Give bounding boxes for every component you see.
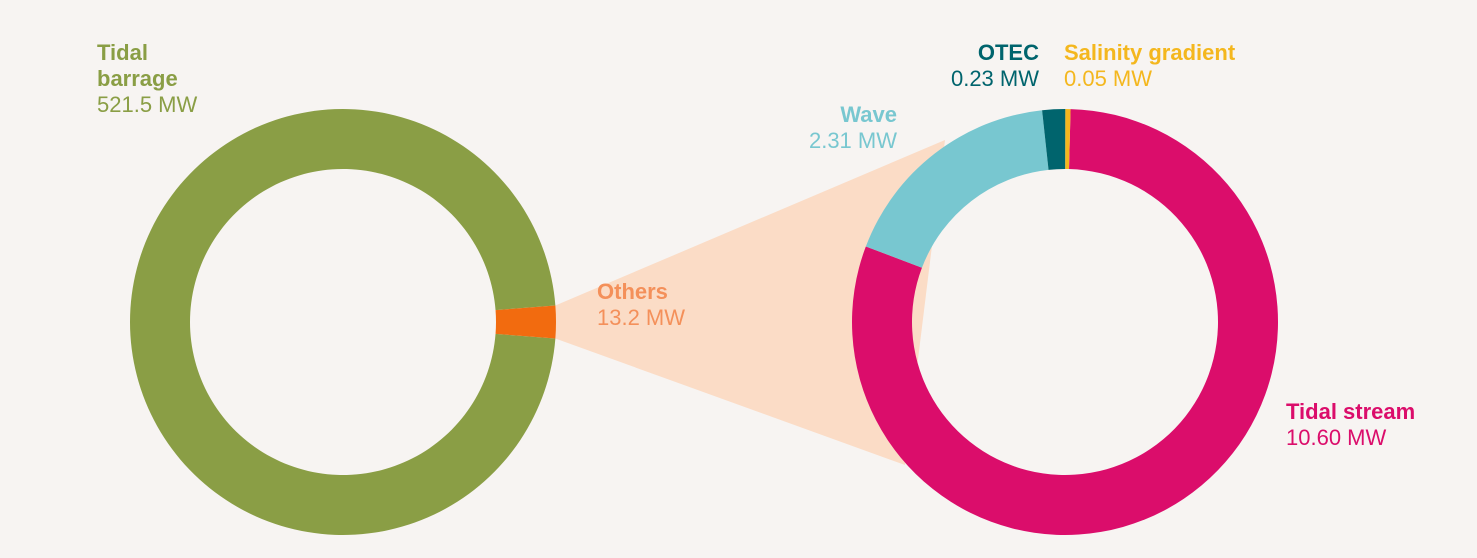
salinity-gradient-name: Salinity gradient	[1064, 40, 1236, 65]
others-name: Others	[597, 279, 668, 304]
tidal-barrage-name: Tidal barrage	[97, 40, 178, 91]
others-connector	[555, 140, 945, 465]
salinity-gradient-value: 0.05 MW	[1064, 66, 1153, 91]
otec-name: OTEC	[977, 40, 1039, 65]
others-value: 13.2 MW	[597, 305, 686, 330]
others-slice	[495, 305, 557, 339]
tidal-barrage-slice	[130, 109, 556, 535]
tidal-barrage-label: Tidal barrage 521.5 MW	[97, 40, 197, 118]
tidal-stream-value: 10.60 MW	[1286, 425, 1387, 450]
otec-slice	[1042, 109, 1066, 170]
total-capacity-donut	[130, 109, 557, 535]
tidal-stream-label: Tidal stream 10.60 MW	[1286, 399, 1415, 451]
tidal-stream-name: Tidal stream	[1286, 399, 1416, 424]
tidal-barrage-value: 521.5 MW	[97, 92, 198, 117]
wave-value: 2.31 MW	[808, 128, 897, 153]
wave-slice	[865, 110, 1049, 268]
wave-label: Wave 2.31 MW	[809, 102, 897, 154]
salinity-gradient-slice	[1065, 109, 1071, 170]
others-label: Others 13.2 MW	[597, 279, 685, 331]
others-breakdown-donut	[852, 109, 1278, 535]
otec-value: 0.23 MW	[950, 66, 1039, 91]
salinity-gradient-label: Salinity gradient 0.05 MW	[1064, 40, 1235, 92]
otec-label: OTEC 0.23 MW	[951, 40, 1039, 92]
wave-name: Wave	[840, 102, 897, 127]
